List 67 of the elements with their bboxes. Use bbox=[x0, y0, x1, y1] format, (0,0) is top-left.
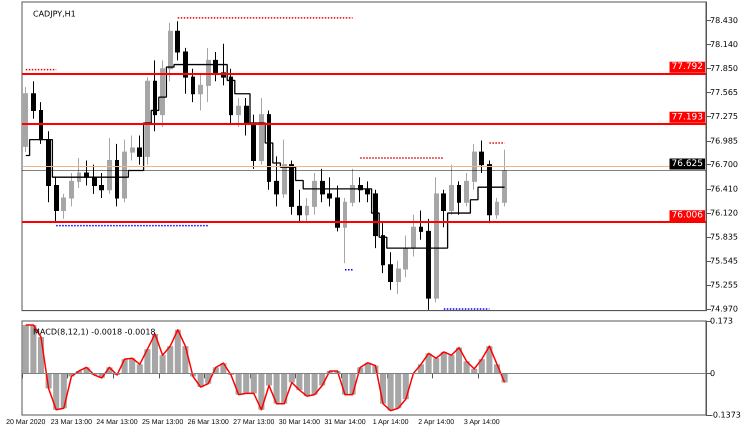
candlestick bbox=[388, 252, 393, 290]
candlestick bbox=[61, 193, 66, 220]
y-tick-label: 76.700 bbox=[710, 160, 738, 170]
candlestick bbox=[145, 76, 150, 166]
candlestick bbox=[411, 214, 416, 257]
candlestick bbox=[191, 68, 195, 103]
y-tick-label: 77.850 bbox=[710, 64, 738, 74]
candlestick bbox=[122, 139, 127, 203]
candlestick bbox=[327, 176, 332, 207]
candlestick bbox=[297, 189, 302, 222]
candlestick bbox=[168, 22, 173, 82]
y-tick-label: 77.565 bbox=[710, 88, 738, 98]
y-tick-label: 0 bbox=[710, 368, 716, 378]
candlestick bbox=[229, 68, 233, 124]
candlestick bbox=[39, 102, 43, 144]
candlestick bbox=[464, 172, 469, 207]
y-tick-label: 77.275 bbox=[710, 112, 738, 122]
y-tick-label: 0.173 bbox=[710, 316, 733, 326]
candlestick bbox=[396, 260, 401, 294]
ref-line-label: 76.625 bbox=[672, 159, 703, 170]
y-tick-label: 78.140 bbox=[710, 40, 738, 50]
candlestick bbox=[434, 176, 439, 303]
y-tick-label: 76.120 bbox=[710, 208, 738, 218]
y-tick-label: 76.410 bbox=[710, 184, 738, 194]
candlestick bbox=[365, 180, 370, 203]
candlestick bbox=[495, 198, 499, 220]
y-tick-label: -0.1373 bbox=[710, 410, 741, 420]
candlestick bbox=[160, 60, 165, 128]
candlestick bbox=[31, 80, 36, 120]
candlestick bbox=[358, 176, 363, 203]
candlestick bbox=[259, 97, 264, 166]
line-series bbox=[25, 324, 506, 412]
candlestick bbox=[244, 97, 249, 136]
candlestick bbox=[99, 172, 104, 199]
candlestick bbox=[419, 210, 423, 240]
candlestick bbox=[335, 185, 340, 232]
candlestick bbox=[403, 235, 408, 278]
candlestick bbox=[305, 198, 309, 224]
y-tick-label: 78.430 bbox=[710, 16, 738, 25]
ref-line-label: 77.792 bbox=[672, 62, 703, 72]
text: CADJPY,H1 bbox=[33, 10, 76, 18]
y-tick-label: 74.970 bbox=[710, 304, 738, 314]
candlestick bbox=[350, 168, 355, 207]
candlestick bbox=[343, 198, 347, 264]
candlestick bbox=[236, 97, 241, 128]
candlestick bbox=[457, 180, 461, 216]
y-tick-label: 76.985 bbox=[710, 136, 738, 146]
ref-line-label: 77.193 bbox=[672, 112, 703, 122]
y-tick-label: 75.545 bbox=[710, 256, 738, 266]
candlestick bbox=[130, 134, 135, 162]
candlestick bbox=[441, 189, 446, 228]
candlestick bbox=[198, 72, 203, 111]
candlestick bbox=[54, 176, 59, 222]
candlestick bbox=[206, 47, 211, 103]
candlestick bbox=[449, 164, 454, 216]
candlestick bbox=[472, 143, 477, 190]
candlestick bbox=[107, 137, 112, 194]
ref-line-label: 76.006 bbox=[672, 210, 704, 221]
candlestick bbox=[69, 172, 74, 207]
candlestick bbox=[77, 158, 81, 189]
candlestick bbox=[23, 86, 28, 153]
y-tick-label: 75.835 bbox=[710, 232, 738, 242]
candlestick bbox=[502, 149, 507, 207]
candlestick bbox=[175, 20, 180, 61]
candlestick bbox=[312, 172, 317, 216]
candlestick bbox=[137, 134, 142, 166]
y-tick-label: 75.255 bbox=[710, 280, 738, 290]
